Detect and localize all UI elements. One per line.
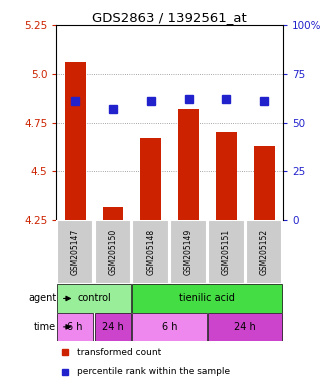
Text: GSM205147: GSM205147 — [71, 229, 80, 275]
Bar — [57, 284, 131, 313]
Bar — [65, 62, 85, 220]
Text: transformed count: transformed count — [77, 348, 161, 356]
Text: percentile rank within the sample: percentile rank within the sample — [77, 367, 230, 376]
Title: GDS2863 / 1392561_at: GDS2863 / 1392561_at — [92, 11, 247, 24]
Bar — [132, 220, 169, 284]
Text: 6 h: 6 h — [68, 322, 83, 332]
Text: GSM205152: GSM205152 — [260, 229, 269, 275]
Bar — [95, 313, 131, 341]
Bar — [57, 313, 93, 341]
Text: time: time — [34, 322, 56, 332]
Bar — [178, 109, 199, 220]
Bar — [95, 220, 131, 284]
Text: 6 h: 6 h — [162, 322, 177, 332]
Text: GSM205149: GSM205149 — [184, 229, 193, 275]
Text: GSM205150: GSM205150 — [109, 229, 118, 275]
Bar — [246, 220, 282, 284]
Bar — [208, 220, 245, 284]
Bar — [216, 132, 237, 220]
Bar — [140, 138, 161, 220]
Bar — [208, 313, 282, 341]
Bar — [170, 220, 207, 284]
Bar — [103, 207, 123, 220]
Text: control: control — [77, 293, 111, 303]
Bar — [57, 220, 93, 284]
Text: tienilic acid: tienilic acid — [179, 293, 235, 303]
Text: GSM205148: GSM205148 — [146, 229, 155, 275]
Text: GSM205151: GSM205151 — [222, 229, 231, 275]
Bar — [132, 313, 207, 341]
Bar — [132, 284, 282, 313]
Text: 24 h: 24 h — [234, 322, 256, 332]
Bar — [254, 146, 274, 220]
Text: agent: agent — [28, 293, 56, 303]
Text: 24 h: 24 h — [102, 322, 124, 332]
